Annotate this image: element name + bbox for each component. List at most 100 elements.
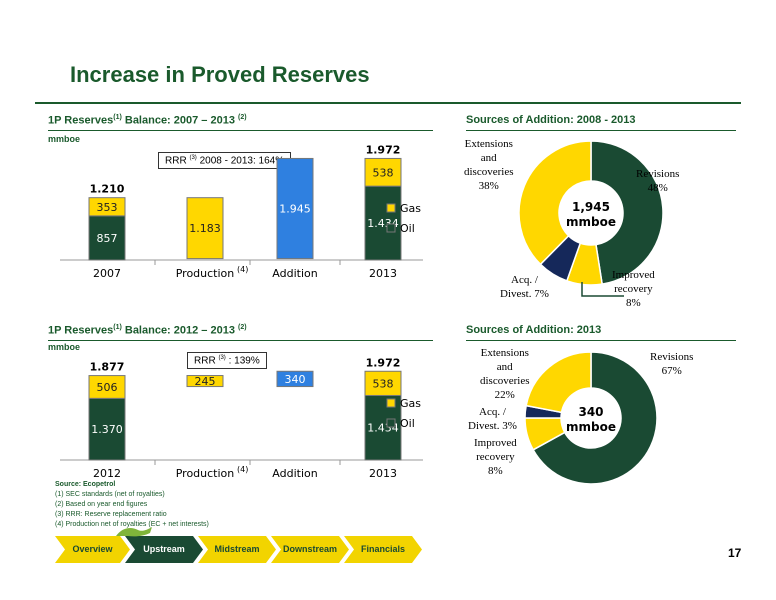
nav-financials[interactable]: Financials (344, 536, 422, 563)
bar-total-label: 1.210 (90, 183, 125, 196)
footnote-ref: (3) (218, 355, 226, 361)
section-title-balance-2007-2013: 1P Reserves(1) Balance: 2007 – 2013 (2) (48, 114, 247, 127)
label-acq-divest: Acq. / Divest. 3% (468, 405, 517, 433)
section-nav: Overview Upstream Midstream Downstream F… (55, 536, 415, 563)
label-line: Acq. / (511, 274, 538, 286)
footnote-3: (3) RRR: Reserve replacement ratio (55, 511, 167, 518)
label-line: Acq. / (479, 406, 506, 418)
section-divider (466, 340, 736, 341)
donut-center-unit: mmboe (566, 420, 616, 434)
title-divider (35, 102, 741, 104)
bar-label-production: 245 (195, 375, 216, 388)
label-line: Divest. 7% (500, 288, 549, 300)
page-number: 17 (728, 546, 742, 560)
bar-label-oil: 857 (97, 232, 118, 245)
bar-label-gas: 538 (373, 166, 394, 179)
label-line: Improved (612, 269, 655, 281)
donut-center-value: 340 (578, 405, 603, 419)
bar-label-gas: 538 (373, 377, 394, 390)
donut-center-value: 1,945 (572, 200, 610, 214)
bar-gas-2013 (364, 157, 402, 187)
bar-total-label: 1.972 (366, 143, 401, 156)
bar-gas-2007 (88, 197, 126, 217)
label-line: Improved (474, 437, 517, 449)
page-title: Increase in Proved Reserves (70, 62, 370, 87)
x-tick-label: Addition (272, 267, 317, 280)
label-line: 48% (647, 182, 668, 194)
label-line: Extensions (464, 138, 513, 150)
x-tick-label: Production (176, 267, 235, 280)
rrr-text: 2008 - 2013: 164% (196, 155, 285, 167)
label-line: 22% (494, 389, 515, 401)
footnote-ref: (4) (237, 265, 248, 274)
nav-downstream[interactable]: Downstream (271, 536, 349, 563)
bar-addition (276, 157, 314, 260)
x-tick-label: 2013 (369, 467, 397, 480)
section-title-sources-2013: Sources of Addition: 2013 (466, 324, 602, 336)
x-tick-label: 2013 (369, 267, 397, 280)
section-title-text: 1P Reserves (48, 114, 114, 127)
x-tick-label: 2007 (93, 267, 121, 280)
nav-overview[interactable]: Overview (55, 536, 130, 563)
label-line: Extensions (480, 347, 529, 359)
leader-line (581, 282, 624, 297)
label-line: and (496, 361, 513, 373)
label-line: discoveries (480, 375, 530, 387)
label-line: 8% (626, 297, 641, 309)
bar-label-oil: 1.370 (91, 423, 123, 436)
footnote-ref: (2) (238, 114, 247, 121)
bar-label-gas: 353 (97, 201, 118, 214)
label-line: Revisions (636, 168, 680, 180)
nav-midstream[interactable]: Midstream (198, 536, 276, 563)
label-line: recovery (476, 451, 515, 463)
section-title-text: Balance: 2007 – 2013 (121, 114, 239, 127)
legend-label-gas: Gas (400, 397, 421, 410)
section-divider (466, 130, 736, 131)
section-divider (48, 340, 433, 341)
bar-gas-2013 (364, 370, 402, 396)
label-improved-recovery: Improved recovery 8% (474, 436, 517, 478)
donut-slice-extensions-and-discoveries (525, 351, 592, 414)
footnotes: Source: Ecopetrol (1) SEC standards (net… (55, 480, 209, 530)
section-title-text: 1P Reserves (48, 324, 114, 337)
unit-label: mmboe (48, 134, 81, 144)
legend-swatch-gas (386, 203, 396, 213)
source-note: Source: Ecopetrol (55, 481, 116, 488)
donut-hole (563, 390, 619, 446)
label-revisions: Revisions 48% (636, 167, 679, 195)
rrr-text: RRR (194, 355, 216, 367)
nav-upstream[interactable]: Upstream (125, 536, 203, 563)
label-line: and (480, 152, 497, 164)
x-tick-label: 2012 (93, 467, 121, 480)
footnote-ref: (3) (189, 155, 197, 161)
donut-slice-revisions (532, 351, 658, 485)
bar-label-gas: 506 (97, 381, 118, 394)
label-line: Revisions (650, 351, 694, 363)
label-line: discoveries (464, 166, 514, 178)
x-tick-label: Addition (272, 467, 317, 480)
bar-addition (276, 370, 314, 388)
label-line: 38% (478, 180, 499, 192)
label-line: Divest. 3% (468, 420, 517, 432)
bar-label-addition: 340 (285, 373, 306, 386)
bar-gas-2012 (88, 375, 126, 399)
label-line: recovery (614, 283, 653, 295)
bar-label-production: 1.183 (189, 222, 221, 235)
legend-label-oil: Oil (400, 222, 415, 235)
label-extensions-discoveries: Extensions and discoveries 38% (464, 137, 513, 193)
rrr-callout-2008-2013: RRR (3) 2008 - 2013: 164% (158, 152, 292, 170)
iguana-logo-icon (116, 527, 152, 537)
footnote-ref: (1) (113, 324, 122, 331)
label-improved-recovery: Improved recovery 8% (612, 268, 655, 310)
rrr-text: RRR (165, 155, 187, 167)
section-title-balance-2012-2013: 1P Reserves(1) Balance: 2012 – 2013 (2) (48, 324, 247, 337)
legend-swatch-gas (386, 398, 396, 408)
label-extensions-discoveries: Extensions and discoveries 22% (480, 346, 529, 402)
legend-label-gas: Gas (400, 202, 421, 215)
donut-center-unit: mmboe (566, 215, 616, 229)
bar-oil-2013 (364, 185, 402, 261)
bar-label-addition: 1.945 (279, 203, 311, 216)
footnote-2: (2) Based on year end figures (55, 501, 148, 508)
